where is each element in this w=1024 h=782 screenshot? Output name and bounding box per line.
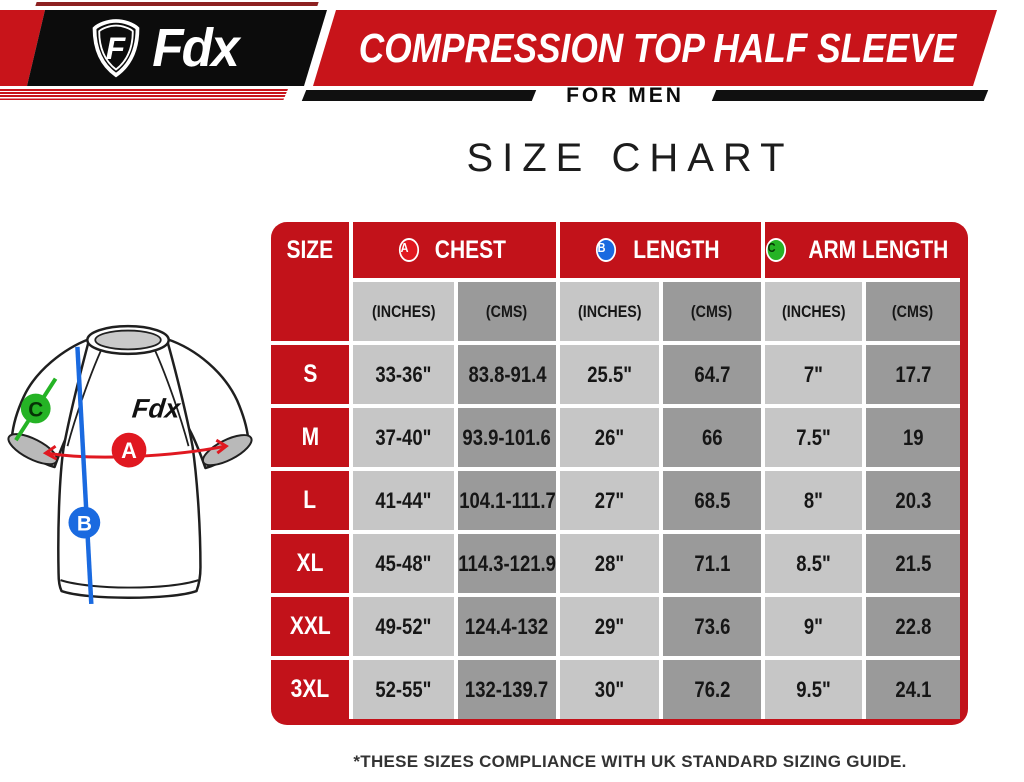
svg-text:F: F <box>106 30 127 66</box>
cell-chest-inches: 37-40" <box>353 408 454 467</box>
shield-logo-icon: F <box>92 19 140 78</box>
column-header-size: SIZE <box>271 222 349 341</box>
shirt-left-cuff-opening <box>7 433 59 466</box>
chest-measure-arrow-left <box>42 444 58 461</box>
banner-logo-panel <box>27 10 327 86</box>
cell-chest-inches: 45-48" <box>353 534 454 593</box>
unit-header-arm-inches: (INCHES) <box>765 282 862 341</box>
cell-arm-cms: 22.8 <box>866 597 960 656</box>
marker-c-letter: C <box>28 398 43 421</box>
top-accent-line <box>35 2 319 6</box>
shirt-left-seam <box>66 349 103 447</box>
marker-a-letter: A <box>121 438 137 463</box>
cell-length-cms: 66 <box>663 408 761 467</box>
unit-header-arm-cms: (CMS) <box>866 282 960 341</box>
cell-arm-cms: 21.5 <box>866 534 960 593</box>
cell-chest-inches: 49-52" <box>353 597 454 656</box>
cell-chest-inches: 41-44" <box>353 471 454 530</box>
chest-measure-arrow-right <box>215 438 229 455</box>
shirt-collar-inner <box>94 329 162 351</box>
sizing-guide-note: *THESE SIZES COMPLIANCE WITH UK STANDARD… <box>353 752 907 771</box>
shirt-right-seam <box>153 349 190 447</box>
cell-length-cms: 68.5 <box>663 471 761 530</box>
cell-chest-cms: 93.9-101.6 <box>458 408 556 467</box>
cell-arm-cms: 19 <box>866 408 960 467</box>
cell-chest-inches: 33-36" <box>353 345 454 404</box>
size-row-label: 3XL <box>271 660 349 719</box>
marker-c-badge <box>20 393 51 424</box>
chest-header-label: CHEST <box>434 235 506 264</box>
column-header-chest: A CHEST <box>353 222 556 278</box>
column-header-length: B LENGTH <box>560 222 761 278</box>
cell-chest-inches: 52-55" <box>353 660 454 719</box>
cell-length-inches: 26" <box>560 408 659 467</box>
cell-arm-inches: 8.5" <box>765 534 862 593</box>
cell-arm-inches: 9.5" <box>765 660 862 719</box>
cell-arm-cms: 20.3 <box>866 471 960 530</box>
header-banner: F Fdx COMPRESSION TOP HALF SLEEVE <box>0 10 1024 86</box>
cell-length-inches: 30" <box>560 660 659 719</box>
cell-length-inches: 28" <box>560 534 659 593</box>
arm-length-marker-badge: C <box>765 238 786 262</box>
shirt-right-cuff-opening <box>201 434 253 467</box>
arm-length-header-label: ARM LENGTH <box>808 235 948 264</box>
size-table-grid: SIZE A CHEST B LENGTH C ARM LENGTH (INCH… <box>271 222 960 719</box>
cell-arm-inches: 9" <box>765 597 862 656</box>
cell-length-inches: 27" <box>560 471 659 530</box>
page-title: SIZE CHART <box>466 136 794 180</box>
column-header-arm-length: C ARM LENGTH <box>765 222 960 278</box>
unit-header-length-inches: (INCHES) <box>560 282 659 341</box>
banner-subtitle: FOR MEN <box>566 83 684 107</box>
cell-length-cms: 71.1 <box>663 534 761 593</box>
marker-b-letter: B <box>77 513 92 536</box>
length-measure-line <box>75 346 94 605</box>
subtitle-left-bar <box>301 90 537 101</box>
cell-chest-cms: 104.1-111.7 <box>458 471 556 530</box>
shirt-brand-text: Fdx <box>131 393 183 423</box>
chest-marker-badge: A <box>398 238 419 262</box>
size-row-label: XXL <box>271 597 349 656</box>
cell-length-inches: 29" <box>560 597 659 656</box>
unit-header-chest-cms: (CMS) <box>458 282 556 341</box>
cell-length-cms: 73.6 <box>663 597 761 656</box>
unit-header-length-cms: (CMS) <box>663 282 761 341</box>
unit-header-chest-inches: (INCHES) <box>353 282 454 341</box>
shirt-measurement-figure: Fdx A B C <box>7 324 253 605</box>
cell-arm-cms: 24.1 <box>866 660 960 719</box>
size-row-label: M <box>271 408 349 467</box>
cell-chest-cms: 114.3-121.9 <box>458 534 556 593</box>
cell-arm-inches: 8" <box>765 471 862 530</box>
size-row-label: L <box>271 471 349 530</box>
cell-chest-cms: 83.8-91.4 <box>458 345 556 404</box>
marker-a-badge <box>111 432 147 468</box>
length-marker-badge: B <box>595 238 616 262</box>
shirt-hem-line <box>60 579 199 589</box>
cell-chest-cms: 124.4-132 <box>458 597 556 656</box>
size-row-label: XL <box>271 534 349 593</box>
cell-arm-inches: 7.5" <box>765 408 862 467</box>
pinstripe-accent <box>0 89 288 101</box>
marker-b-badge <box>68 506 101 539</box>
size-row-label: S <box>271 345 349 404</box>
brand-logo-text: Fdx <box>152 18 239 78</box>
banner-title: COMPRESSION TOP HALF SLEEVE <box>358 24 957 71</box>
cell-length-cms: 76.2 <box>663 660 761 719</box>
cell-arm-cms: 17.7 <box>866 345 960 404</box>
cell-length-inches: 25.5" <box>560 345 659 404</box>
cell-chest-cms: 132-139.7 <box>458 660 556 719</box>
size-table: SIZE A CHEST B LENGTH C ARM LENGTH (INCH… <box>271 222 968 725</box>
length-header-label: LENGTH <box>632 235 720 264</box>
brand-logo: F Fdx <box>88 18 318 78</box>
subtitle-right-bar <box>711 90 989 101</box>
cell-arm-inches: 7" <box>765 345 862 404</box>
cell-length-cms: 64.7 <box>663 345 761 404</box>
